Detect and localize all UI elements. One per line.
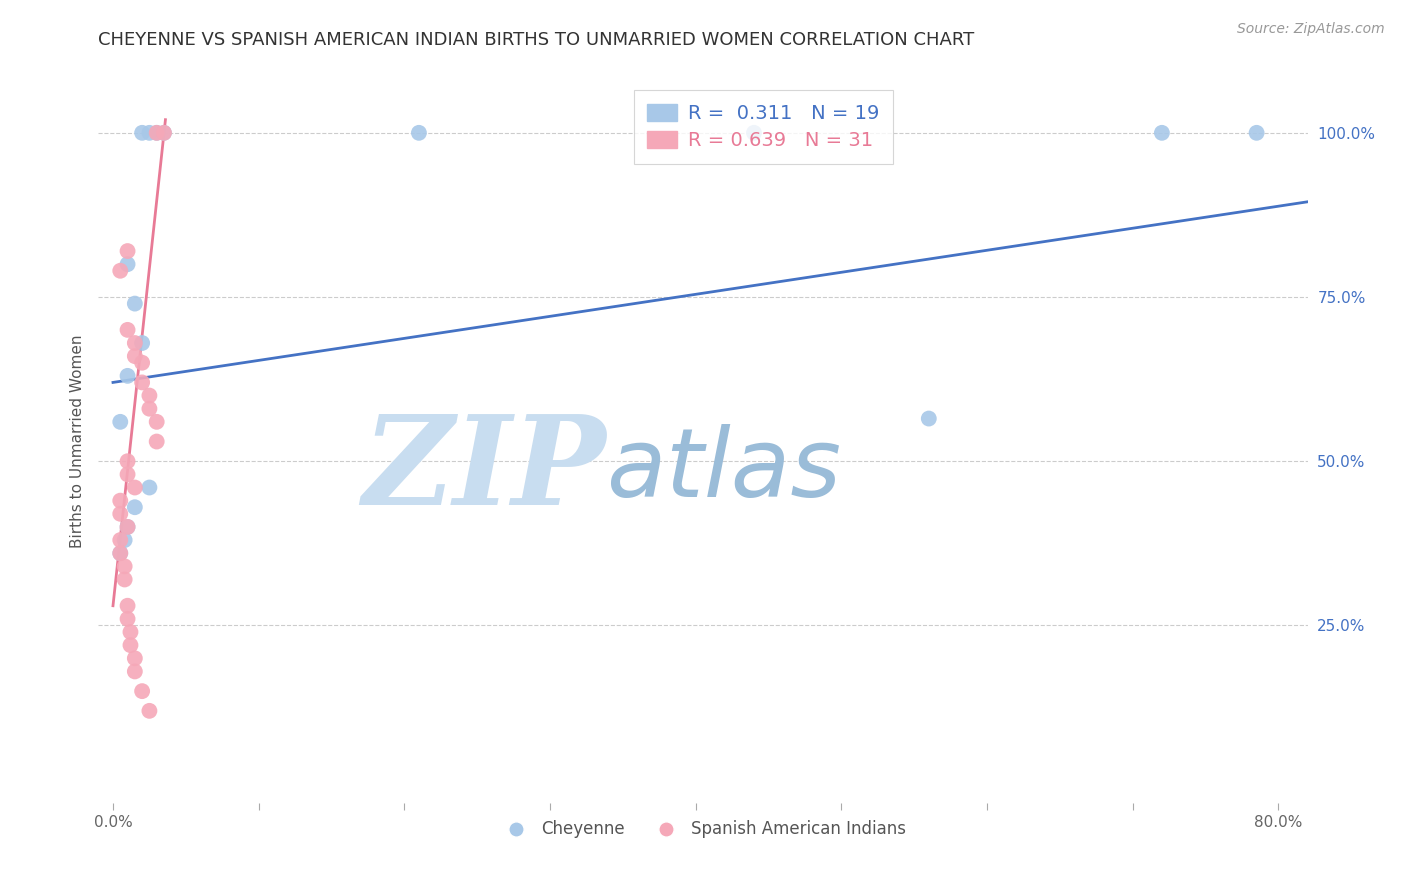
Point xyxy=(117,612,139,626)
Point xyxy=(117,368,139,383)
Point xyxy=(138,388,160,402)
Point xyxy=(124,500,146,515)
Point xyxy=(110,415,132,429)
Point xyxy=(131,684,153,698)
Point xyxy=(131,376,153,390)
Point xyxy=(117,323,139,337)
Point xyxy=(145,126,167,140)
Point xyxy=(114,559,136,574)
Point xyxy=(145,434,167,449)
Point xyxy=(110,264,132,278)
Point xyxy=(117,599,139,613)
Point xyxy=(1246,126,1268,140)
Point xyxy=(117,257,139,271)
Point xyxy=(408,126,430,140)
Point xyxy=(124,651,146,665)
Y-axis label: Births to Unmarried Women: Births to Unmarried Women xyxy=(69,334,84,549)
Point xyxy=(110,546,132,560)
Point xyxy=(124,296,146,310)
Point xyxy=(131,356,153,370)
Point xyxy=(131,336,153,351)
Legend: Cheyenne, Spanish American Indians: Cheyenne, Spanish American Indians xyxy=(494,814,912,845)
Point xyxy=(117,454,139,468)
Point xyxy=(117,467,139,482)
Point xyxy=(114,533,136,547)
Point xyxy=(138,704,160,718)
Point xyxy=(110,493,132,508)
Point xyxy=(138,481,160,495)
Text: Source: ZipAtlas.com: Source: ZipAtlas.com xyxy=(1237,22,1385,37)
Point xyxy=(114,573,136,587)
Text: ZIP: ZIP xyxy=(363,409,606,532)
Text: atlas: atlas xyxy=(606,424,841,517)
Point xyxy=(153,126,176,140)
Point xyxy=(117,244,139,258)
Point xyxy=(120,625,142,640)
Point xyxy=(918,411,941,425)
Point xyxy=(153,126,176,140)
Point xyxy=(131,126,153,140)
Point xyxy=(742,126,765,140)
Point xyxy=(110,546,132,560)
Point xyxy=(124,665,146,679)
Point xyxy=(145,126,167,140)
Point xyxy=(110,507,132,521)
Point xyxy=(117,520,139,534)
Point xyxy=(117,520,139,534)
Point xyxy=(124,481,146,495)
Point xyxy=(138,126,160,140)
Point xyxy=(110,533,132,547)
Point xyxy=(124,349,146,363)
Point xyxy=(145,415,167,429)
Point xyxy=(124,336,146,351)
Text: CHEYENNE VS SPANISH AMERICAN INDIAN BIRTHS TO UNMARRIED WOMEN CORRELATION CHART: CHEYENNE VS SPANISH AMERICAN INDIAN BIRT… xyxy=(98,31,974,49)
Point xyxy=(138,401,160,416)
Point xyxy=(120,638,142,652)
Point xyxy=(1150,126,1173,140)
